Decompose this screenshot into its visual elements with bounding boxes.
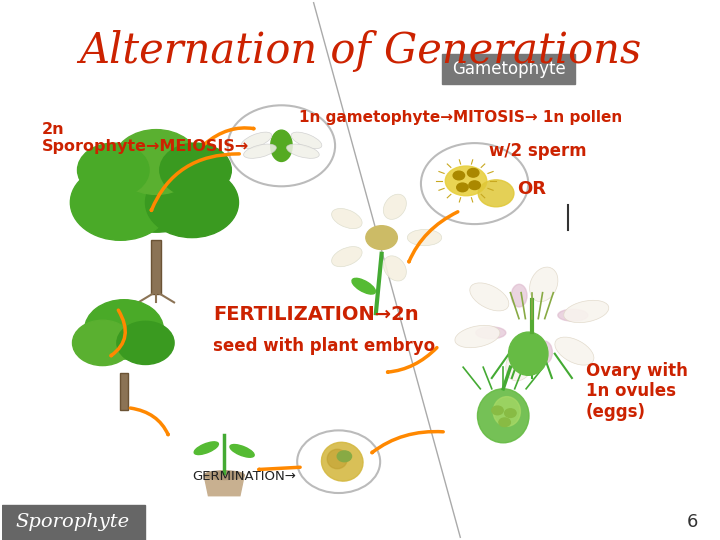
Ellipse shape xyxy=(194,442,218,455)
Ellipse shape xyxy=(493,396,521,427)
Ellipse shape xyxy=(469,283,509,311)
Ellipse shape xyxy=(352,278,375,294)
Ellipse shape xyxy=(291,132,322,149)
FancyBboxPatch shape xyxy=(2,505,145,540)
Ellipse shape xyxy=(332,247,362,267)
FancyBboxPatch shape xyxy=(151,240,161,294)
Text: Ovary with
1n ovules
(eggs): Ovary with 1n ovules (eggs) xyxy=(585,362,688,421)
Circle shape xyxy=(469,181,480,190)
Ellipse shape xyxy=(327,449,347,469)
Ellipse shape xyxy=(383,256,406,281)
Circle shape xyxy=(337,451,351,462)
Ellipse shape xyxy=(243,144,276,158)
Ellipse shape xyxy=(564,300,609,322)
Circle shape xyxy=(467,168,479,177)
Circle shape xyxy=(113,130,199,194)
Circle shape xyxy=(478,180,514,207)
Circle shape xyxy=(71,165,171,240)
Ellipse shape xyxy=(477,389,529,443)
Text: OR: OR xyxy=(518,180,546,198)
Circle shape xyxy=(160,143,231,197)
Text: Alternation of Generations: Alternation of Generations xyxy=(79,30,642,72)
Ellipse shape xyxy=(241,132,271,149)
Circle shape xyxy=(78,143,149,197)
Text: seed with plant embryo: seed with plant embryo xyxy=(213,336,436,355)
Ellipse shape xyxy=(555,337,594,365)
Circle shape xyxy=(453,171,464,180)
Text: GERMINATION→: GERMINATION→ xyxy=(192,470,296,483)
Circle shape xyxy=(492,406,503,415)
Ellipse shape xyxy=(476,327,506,339)
Circle shape xyxy=(145,167,238,238)
Text: w/2 sperm: w/2 sperm xyxy=(489,142,587,160)
FancyBboxPatch shape xyxy=(442,54,575,84)
Circle shape xyxy=(456,183,468,192)
Circle shape xyxy=(366,226,397,249)
Ellipse shape xyxy=(271,130,292,161)
Circle shape xyxy=(85,300,163,359)
Text: 2n
Sporophyte→MEIOSIS→: 2n Sporophyte→MEIOSIS→ xyxy=(42,122,249,154)
Text: 6: 6 xyxy=(687,513,698,531)
Circle shape xyxy=(499,418,510,427)
Ellipse shape xyxy=(530,267,558,302)
Ellipse shape xyxy=(508,332,548,375)
Circle shape xyxy=(95,140,217,232)
Polygon shape xyxy=(204,475,244,496)
Ellipse shape xyxy=(287,144,319,158)
Text: FERTILIZATION→2n: FERTILIZATION→2n xyxy=(213,305,419,324)
Text: Gametophyte: Gametophyte xyxy=(452,60,566,78)
Circle shape xyxy=(117,321,174,365)
Circle shape xyxy=(505,409,516,417)
Ellipse shape xyxy=(558,309,588,321)
Ellipse shape xyxy=(332,208,362,228)
Text: 1n gametophyte→MITOSIS→ 1n pollen: 1n gametophyte→MITOSIS→ 1n pollen xyxy=(300,110,623,125)
Text: Sporophyte: Sporophyte xyxy=(15,513,130,531)
FancyBboxPatch shape xyxy=(120,373,127,410)
Ellipse shape xyxy=(321,442,363,481)
Circle shape xyxy=(73,320,132,366)
Ellipse shape xyxy=(511,284,527,307)
Ellipse shape xyxy=(455,326,500,348)
Ellipse shape xyxy=(204,471,244,480)
Ellipse shape xyxy=(383,194,406,219)
Ellipse shape xyxy=(505,346,534,381)
Ellipse shape xyxy=(408,230,441,246)
Ellipse shape xyxy=(536,341,552,364)
Ellipse shape xyxy=(230,444,254,457)
Ellipse shape xyxy=(445,166,487,195)
